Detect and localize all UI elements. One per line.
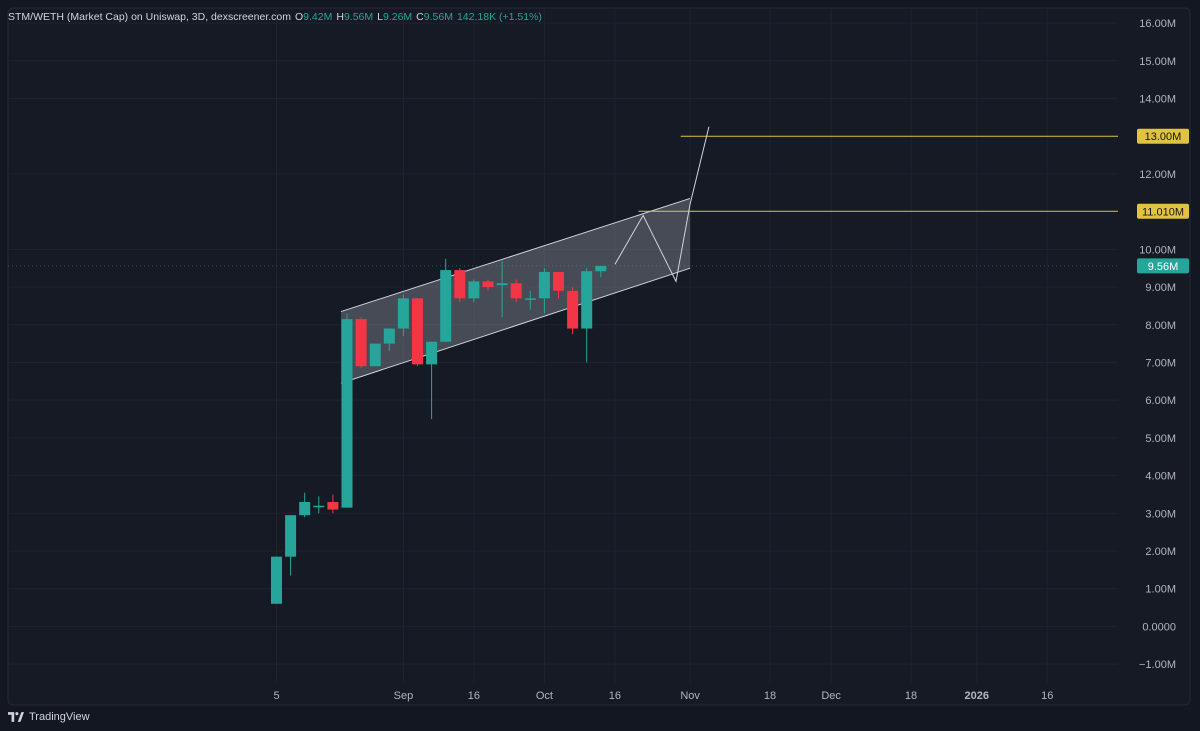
low-value: 9.26M [382, 11, 413, 23]
y-tick-label: 2.00M [1145, 546, 1176, 558]
last-price-tag-label: 9.56M [1148, 261, 1179, 273]
y-tick-label: 6.00M [1145, 395, 1176, 407]
candle-body [440, 270, 452, 342]
projection-path [614, 126, 710, 283]
x-tick-label: 16 [1041, 690, 1053, 702]
channel-upper-line [340, 197, 691, 313]
y-tick-label: 7.00M [1145, 357, 1176, 369]
grid [8, 8, 1118, 683]
candle-body [313, 505, 325, 508]
high-label: H [336, 11, 344, 23]
x-tick-label: 5 [273, 690, 279, 702]
candle-body [383, 328, 395, 344]
y-tick-label: 5.00M [1145, 433, 1176, 445]
candle-body [412, 298, 423, 365]
candle-body [510, 283, 522, 299]
y-tick-label: 0.0000 [1142, 621, 1176, 633]
candle-body [595, 265, 607, 272]
level-tag-label: 13.00M [1145, 131, 1182, 143]
tradingview-brand[interactable]: TradingView [29, 711, 90, 723]
legend-header: STM/WETH (Market Cap) on Uniswap, 3D, de… [8, 11, 542, 23]
candle-body [496, 283, 508, 286]
close-value: 9.56M [423, 11, 453, 23]
x-tick-label: Sep [394, 690, 414, 702]
level-tag-label: 11.010M [1142, 206, 1184, 218]
candle-body [369, 343, 381, 367]
candle-body [538, 271, 550, 299]
candle-body [524, 298, 536, 300]
projection [614, 126, 710, 283]
levels [638, 135, 1118, 212]
candle-body [567, 290, 579, 329]
y-axis[interactable]: 16.00M 15.00M 14.00M 12.00M 10.00M 9.00M 8.00M… [1139, 18, 1176, 671]
candle-body [355, 319, 367, 367]
y-tick-label: 16.00M [1139, 18, 1176, 30]
x-tick-label: 16 [468, 690, 480, 702]
candle-body [426, 341, 438, 365]
candle-body [553, 271, 564, 291]
y-tick-label: 10.00M [1139, 244, 1176, 256]
y-tick-label: 14.00M [1139, 94, 1176, 106]
high-value: 9.56M [343, 11, 374, 23]
y-tick-label: 12.00M [1139, 169, 1176, 181]
y-tick-label: −1.00M [1139, 659, 1176, 671]
y-tick-label: 8.00M [1145, 320, 1176, 332]
x-tick-label: Oct [536, 690, 553, 702]
x-tick-label: 18 [905, 690, 917, 702]
candle-body [271, 556, 282, 604]
candle-body [482, 281, 494, 288]
x-axis[interactable]: 5 Sep 16 Oct 16 Nov 18 Dec 18 2026 16 [273, 690, 1053, 702]
candles [271, 258, 607, 604]
x-tick-label: 2026 [965, 690, 989, 702]
y-tick-label: 15.00M [1139, 56, 1176, 68]
change-value: 142.18K (+1.51%) [456, 11, 542, 23]
x-tick-label: 16 [609, 690, 621, 702]
candle-body [581, 271, 593, 329]
candle-body [341, 319, 353, 508]
x-tick-label: Dec [821, 690, 841, 702]
candle-body [397, 298, 409, 329]
open-label: O [295, 11, 304, 23]
tradingview-logo-icon[interactable] [8, 712, 24, 722]
y-tick-label: 4.00M [1145, 471, 1176, 483]
plot-panel [7, 7, 1191, 706]
channel-lower-line [340, 267, 691, 384]
symbol-title[interactable]: STM/WETH (Market Cap) on Uniswap, 3D, de… [8, 11, 291, 23]
candle-body [285, 515, 297, 557]
candle-body [299, 501, 311, 516]
candle-body [454, 270, 466, 299]
x-tick-label: 18 [764, 690, 776, 702]
y-tick-label: 9.00M [1145, 282, 1176, 294]
close-label: C [416, 11, 424, 23]
last-price-tag-bg [1137, 258, 1189, 274]
candle-body [327, 501, 339, 510]
level-tag-bg [1137, 203, 1189, 219]
x-tick-label: Nov [680, 690, 700, 702]
candle-body [468, 281, 480, 299]
price-tags: 13.00M 11.010M 9.56M [8, 128, 1189, 274]
open-value: 9.42M [303, 11, 333, 23]
low-label: L [377, 11, 383, 23]
footer: TradingView [8, 711, 90, 723]
level-tag-bg [1137, 128, 1189, 144]
y-tick-label: 1.00M [1145, 584, 1176, 596]
y-tick-label: 3.00M [1145, 508, 1176, 520]
